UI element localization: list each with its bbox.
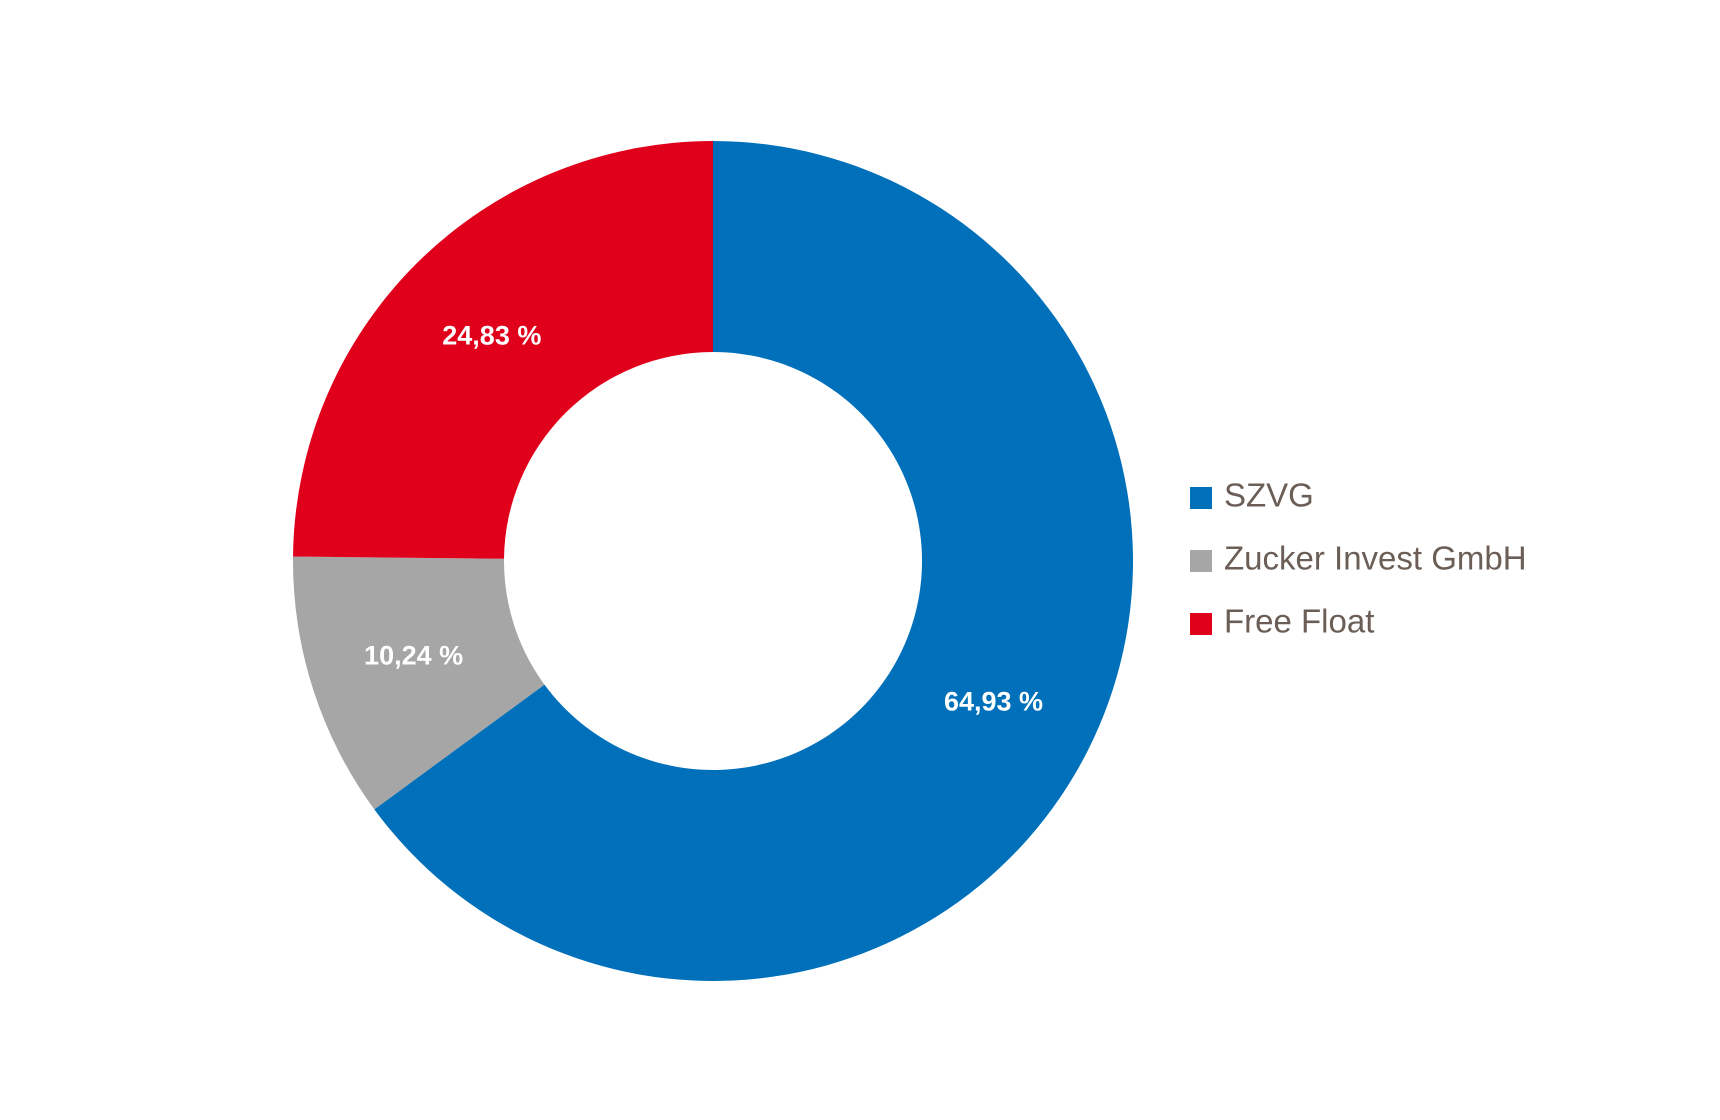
legend-swatch <box>1190 550 1212 572</box>
legend-swatch <box>1190 487 1212 509</box>
legend-swatch <box>1190 613 1212 635</box>
slice-label: 10,24 % <box>364 640 463 670</box>
legend-label: Free Float <box>1224 603 1374 640</box>
legend-label: SZVG <box>1224 477 1314 514</box>
slice <box>293 556 545 810</box>
legend-label: Zucker Invest GmbH <box>1224 540 1527 577</box>
slice-label: 64,93 % <box>944 686 1043 716</box>
slice <box>293 141 713 559</box>
slice <box>374 141 1134 981</box>
slice-label: 24,83 % <box>442 321 541 351</box>
